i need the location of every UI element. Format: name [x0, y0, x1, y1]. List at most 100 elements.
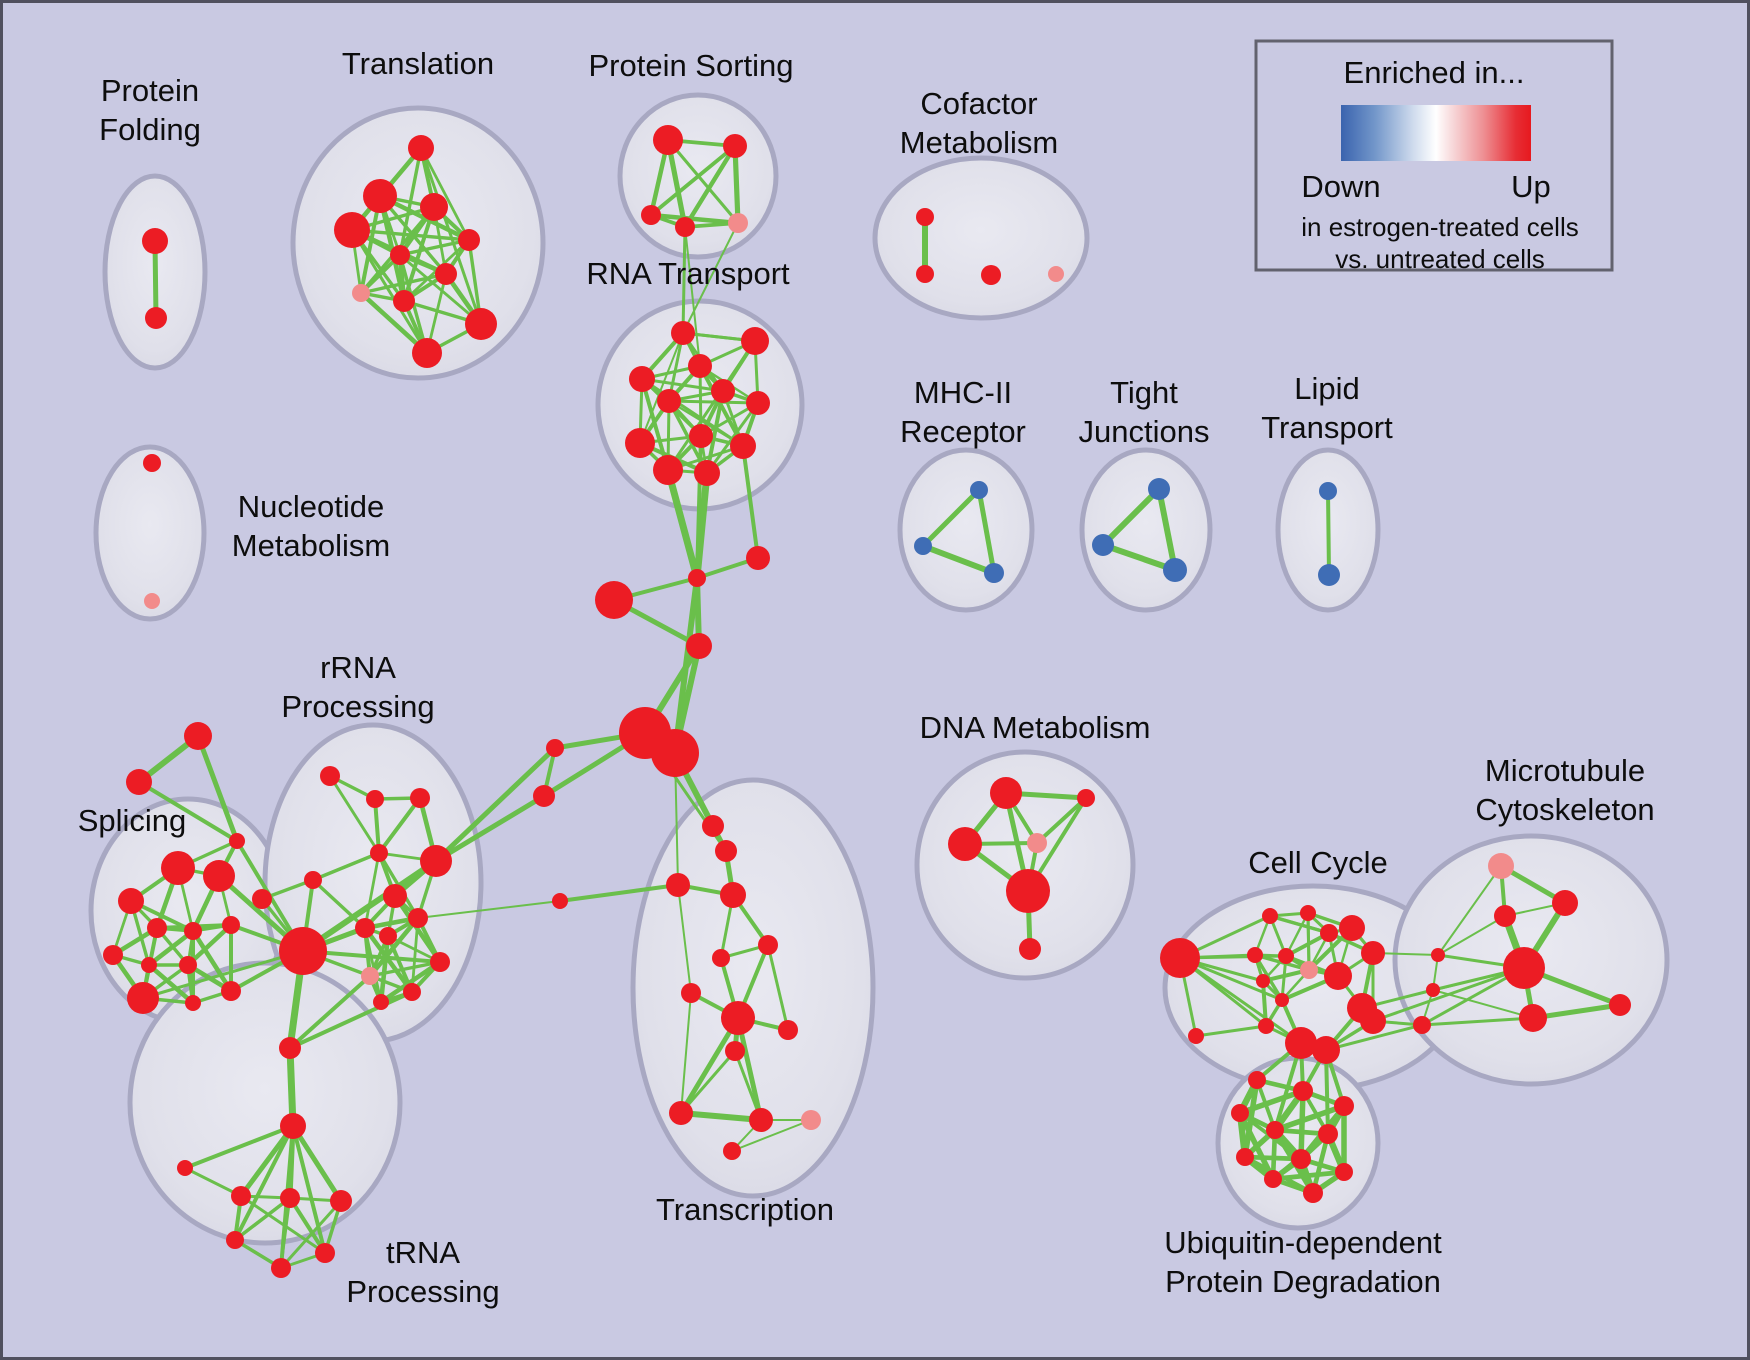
edge [1272, 1103, 1347, 1133]
node-backbone [533, 785, 555, 807]
edge [558, 883, 680, 903]
node-rna_transport [657, 389, 681, 413]
cluster-label-dna_metabolism: DNA Metabolism [920, 710, 1151, 745]
edge [677, 884, 692, 994]
node-transcription [669, 1101, 693, 1125]
node-trna_processing [280, 1188, 300, 1208]
node-cell_cycle [1256, 974, 1270, 988]
node-backbone [746, 546, 770, 570]
edge [233, 1124, 295, 1242]
node-splicing [179, 956, 197, 974]
node-rrna_processing [420, 845, 452, 877]
node-transcription [749, 1108, 773, 1132]
legend-up-label: Up [1511, 169, 1551, 204]
edge [363, 926, 383, 1004]
node-rrna_processing [252, 889, 272, 909]
node-rrna_processing [408, 908, 428, 928]
edge [1178, 956, 1303, 1045]
edge [183, 1166, 243, 1198]
node-backbone [720, 882, 746, 908]
cluster-label-mhc2_receptor: MHC-II [914, 375, 1012, 410]
node-ubiquitin_degradation [1318, 1124, 1338, 1144]
node-rna_transport [730, 433, 756, 459]
node-ubiquitin_degradation [1334, 1096, 1354, 1116]
cluster-ellipse-trna_processing [127, 960, 403, 1246]
node-splicing [127, 982, 159, 1014]
edge [286, 1044, 297, 1130]
node-microtubule_cytoskeleton [1488, 853, 1514, 879]
edge [733, 1049, 763, 1122]
legend-caption-line1: in estrogen-treated cells [1301, 212, 1578, 242]
legend: Enriched in... Down Up in estrogen-treat… [1254, 39, 1614, 274]
node-backbone [546, 739, 564, 757]
node-microtubule_cytoskeleton [1431, 948, 1445, 962]
node-translation [458, 229, 480, 251]
node-cell_cycle [1160, 938, 1200, 978]
edge [639, 332, 684, 444]
node-cell_cycle [1275, 993, 1289, 1007]
cluster-label-trna_processing: Processing [346, 1274, 499, 1309]
node-nucleotide_metabolism [144, 593, 160, 609]
edge [731, 1119, 812, 1152]
edge [419, 146, 471, 242]
node-microtubule_cytoskeleton [1609, 994, 1631, 1016]
node-translation [363, 179, 397, 213]
node-splicing [161, 851, 195, 885]
node-ubiquitin_degradation [1236, 1148, 1254, 1166]
edge [398, 253, 483, 326]
edge [1361, 967, 1525, 1009]
node-backbone [651, 729, 699, 777]
cluster-label-lipid_transport: Lipid [1294, 371, 1360, 406]
node-trna_processing [315, 1243, 335, 1263]
edge [311, 851, 381, 882]
cluster-label-ubiquitin_degradation: Protein Degradation [1165, 1264, 1441, 1299]
node-microtubule_cytoskeleton [1494, 905, 1516, 927]
legend-gradient-bar [1341, 105, 1531, 161]
edge [1270, 1169, 1347, 1182]
node-microtubule_cytoskeleton [1552, 890, 1578, 916]
edge [433, 793, 547, 864]
cluster-label-tight_junctions: Tight [1110, 375, 1178, 410]
node-transcription [681, 983, 701, 1003]
node-dna_metabolism [1019, 938, 1041, 960]
node-ubiquitin_degradation [1266, 1121, 1284, 1139]
edge [288, 990, 414, 1050]
edge [373, 797, 381, 855]
edge [238, 1123, 296, 1199]
node-trna_processing [271, 1258, 291, 1278]
node-rna_transport [688, 354, 712, 378]
edge [417, 900, 561, 919]
edge [679, 1049, 737, 1115]
node-ubiquitin_degradation [1264, 1170, 1282, 1188]
node-rrna_processing [379, 927, 397, 945]
edge [920, 487, 982, 549]
edge [378, 933, 391, 1005]
node-translation [334, 212, 370, 248]
edge [1326, 489, 1331, 577]
cluster-label-translation: Translation [342, 46, 494, 81]
node-cell_cycle [1312, 1036, 1340, 1064]
node-cell_cycle [1188, 1028, 1204, 1044]
node-mhc2_receptor [914, 537, 932, 555]
node-transcription [721, 1001, 755, 1035]
edge [741, 444, 760, 560]
node-rrna_processing [430, 952, 450, 972]
edge [678, 1110, 764, 1123]
node-ubiquitin_degradation [1231, 1104, 1249, 1122]
node-ubiquitin_degradation [1248, 1071, 1266, 1089]
edge [290, 1123, 344, 1204]
cluster-label-rrna_processing: Processing [281, 689, 434, 724]
node-cell_cycle [1361, 941, 1385, 965]
node-rna_transport [653, 455, 683, 485]
node-cell_cycle [1360, 1008, 1386, 1034]
edge [682, 222, 739, 334]
cluster-ellipse-transcription [630, 777, 876, 1199]
cluster-label-tight_junctions: Junctions [1079, 414, 1210, 449]
node-transcription [778, 1020, 798, 1040]
edge [350, 228, 429, 355]
node-rna_transport [689, 424, 713, 448]
node-rrna_processing [279, 927, 327, 975]
node-trna_processing [330, 1190, 352, 1212]
edge [678, 1015, 741, 1116]
